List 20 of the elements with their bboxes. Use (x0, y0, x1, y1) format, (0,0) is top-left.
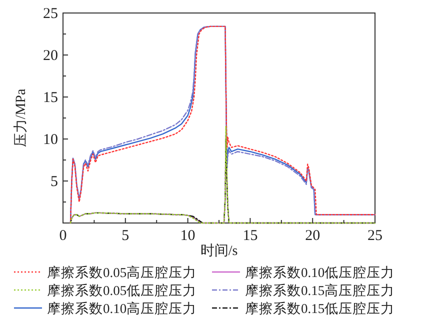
y-tick-label: 25 (43, 6, 58, 22)
y-tick-label: 15 (43, 90, 58, 106)
legend-label: 摩擦系数0.15高压腔压力 (245, 283, 395, 298)
legend-label: 摩擦系数0.05低压腔压力 (47, 283, 197, 298)
x-tick-label: 20 (305, 228, 320, 244)
x-tick-label: 10 (180, 228, 196, 244)
legend-label: 摩擦系数0.10低压腔压力 (245, 265, 395, 280)
y-tick-label: 10 (43, 132, 58, 148)
x-tick-label: 5 (122, 228, 130, 244)
line-series (70, 26, 376, 224)
x-tick-label: 0 (59, 228, 67, 244)
x-tick-label: 25 (368, 228, 382, 244)
x-tick-label: 15 (242, 228, 258, 244)
x-axis-title: 时间/s (200, 243, 238, 259)
y-tick-label: 5 (50, 174, 58, 190)
y-axis-title: 压力/MPa (13, 88, 29, 148)
legend-label: 摩擦系数0.10高压腔压力 (47, 301, 197, 316)
legend-label: 摩擦系数0.05高压腔压力 (47, 265, 197, 280)
legend-label: 摩擦系数0.15低压腔压力 (245, 301, 395, 316)
y-tick-label: 20 (43, 48, 58, 64)
